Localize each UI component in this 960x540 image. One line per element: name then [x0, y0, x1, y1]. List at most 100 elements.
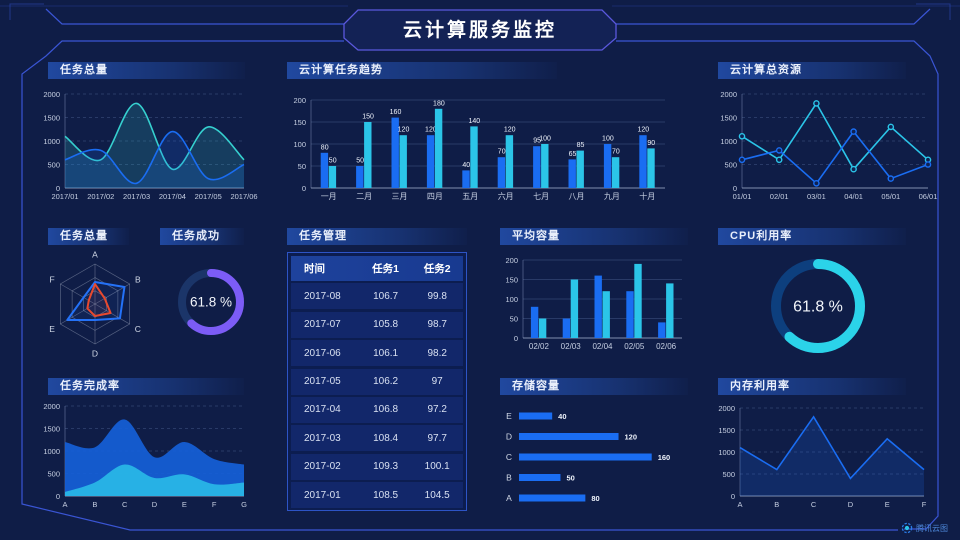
svg-text:九月: 九月	[604, 192, 620, 201]
table-cell: 106.1	[373, 347, 399, 359]
svg-text:G: G	[241, 500, 247, 509]
svg-text:0: 0	[514, 334, 518, 343]
panel-title-task-success: 任务成功	[160, 228, 244, 245]
svg-text:2000: 2000	[718, 404, 735, 413]
gauge-arc	[178, 269, 244, 335]
axes: 0 500 1000 1500 2000	[43, 90, 244, 193]
svg-text:三月: 三月	[392, 192, 408, 201]
svg-text:120: 120	[504, 127, 516, 134]
table-cell: 108.4	[373, 432, 399, 444]
svg-text:500: 500	[722, 470, 735, 479]
brand-icon-core	[904, 525, 910, 531]
svg-text:0: 0	[733, 184, 737, 193]
svg-text:E: E	[49, 324, 55, 334]
svg-text:五月: 五月	[462, 192, 478, 201]
svg-text:02/02: 02/02	[529, 342, 550, 351]
series-teal	[64, 102, 245, 188]
svg-text:F: F	[212, 500, 217, 509]
svg-text:C: C	[122, 500, 128, 509]
panel-title-cloud-task-trend: 云计算任务趋势	[287, 62, 557, 79]
svg-text:七月: 七月	[533, 192, 549, 201]
panel-title-memory: 内存利用率	[718, 378, 906, 395]
table-cell: 99.8	[427, 290, 447, 302]
table-cell: 104.5	[424, 489, 450, 501]
svg-text:B: B	[506, 473, 512, 483]
brand-icon	[901, 522, 913, 534]
svg-text:A: A	[737, 500, 742, 509]
svg-text:B: B	[774, 500, 779, 509]
table-cell: 106.8	[373, 404, 399, 416]
svg-text:E: E	[182, 500, 187, 509]
svg-text:2000: 2000	[43, 90, 60, 99]
frame-right-upper	[616, 8, 931, 25]
svg-text:八月: 八月	[569, 192, 585, 201]
svg-text:02/01: 02/01	[770, 192, 789, 201]
svg-text:A: A	[62, 500, 67, 509]
svg-text:06/01: 06/01	[919, 192, 938, 201]
svg-text:65: 65	[569, 151, 577, 158]
chart-task-success-gauge: 61.8 %	[178, 269, 244, 335]
brand-name: 腾讯云图	[916, 523, 948, 533]
chart-cpu-gauge: 61.8 %	[771, 259, 865, 353]
svg-text:04/01: 04/01	[844, 192, 863, 201]
table-row: 2017-08 106.7 99.8	[291, 283, 463, 310]
svg-text:02/05: 02/05	[624, 342, 645, 351]
panel-title-storage: 存储容量	[500, 378, 688, 395]
svg-text:180: 180	[433, 100, 445, 107]
series-blue	[64, 130, 245, 188]
frame-corner-right	[916, 3, 951, 20]
svg-text:D: D	[152, 500, 158, 509]
hbar-row: B 50	[506, 473, 575, 483]
svg-text:2000: 2000	[720, 90, 737, 99]
frame-left-upper	[45, 8, 344, 25]
table-cell: 98.7	[427, 319, 447, 331]
svg-text:90: 90	[647, 140, 655, 147]
table-row: 2017-07 105.8 98.7	[291, 311, 463, 338]
svg-text:120: 120	[398, 127, 410, 134]
svg-text:0: 0	[731, 492, 735, 501]
series-cyan	[65, 464, 244, 496]
svg-text:140: 140	[468, 118, 480, 125]
chart-memory: 0 500 1000 1500 2000 A B C D E F	[718, 404, 926, 509]
table-cell: 98.2	[427, 347, 447, 359]
svg-text:1500: 1500	[718, 426, 735, 435]
svg-text:160: 160	[390, 109, 402, 116]
svg-text:50: 50	[356, 158, 364, 165]
svg-text:120: 120	[637, 127, 649, 134]
svg-text:100: 100	[602, 136, 614, 143]
table-row: 2017-05 106.2 97	[291, 368, 463, 395]
panel-title-avg-capacity: 平均容量	[500, 228, 688, 245]
table-cell: 2017-05	[304, 376, 341, 388]
table-cell: 108.5	[373, 489, 399, 501]
table-cell: 2017-02	[304, 461, 341, 473]
table-cell: 2017-04	[304, 404, 341, 416]
svg-text:95: 95	[533, 138, 541, 145]
svg-text:1500: 1500	[43, 113, 60, 122]
hbar-row: A 80	[506, 493, 600, 503]
svg-text:D: D	[506, 432, 512, 442]
series-cyan: 50 150 120 180 140 120 100 85 70 90	[328, 100, 655, 188]
svg-text:1000: 1000	[720, 137, 737, 146]
svg-text:B: B	[92, 500, 97, 509]
svg-text:500: 500	[724, 160, 737, 169]
panel-title-cpu-gauge: CPU利用率	[718, 228, 906, 245]
table-row: 2017-06 106.1 98.2	[291, 340, 463, 367]
svg-text:02/04: 02/04	[592, 342, 613, 351]
svg-text:1500: 1500	[43, 424, 60, 433]
svg-text:1000: 1000	[43, 137, 60, 146]
svg-text:120: 120	[425, 127, 437, 134]
chart-storage: E 40 D 120 C 160 B 50 A 80	[506, 411, 670, 503]
svg-text:40: 40	[462, 162, 470, 169]
svg-text:E: E	[506, 411, 512, 421]
svg-text:100: 100	[505, 295, 518, 304]
svg-text:500: 500	[47, 160, 60, 169]
svg-text:1000: 1000	[43, 447, 60, 456]
svg-text:03/01: 03/01	[807, 192, 826, 201]
svg-text:二月: 二月	[356, 192, 372, 201]
svg-text:D: D	[92, 349, 98, 359]
svg-text:C: C	[506, 452, 512, 462]
svg-text:120: 120	[625, 433, 638, 442]
svg-text:A: A	[92, 250, 98, 260]
panel-title-task-completion: 任务完成率	[48, 378, 244, 395]
